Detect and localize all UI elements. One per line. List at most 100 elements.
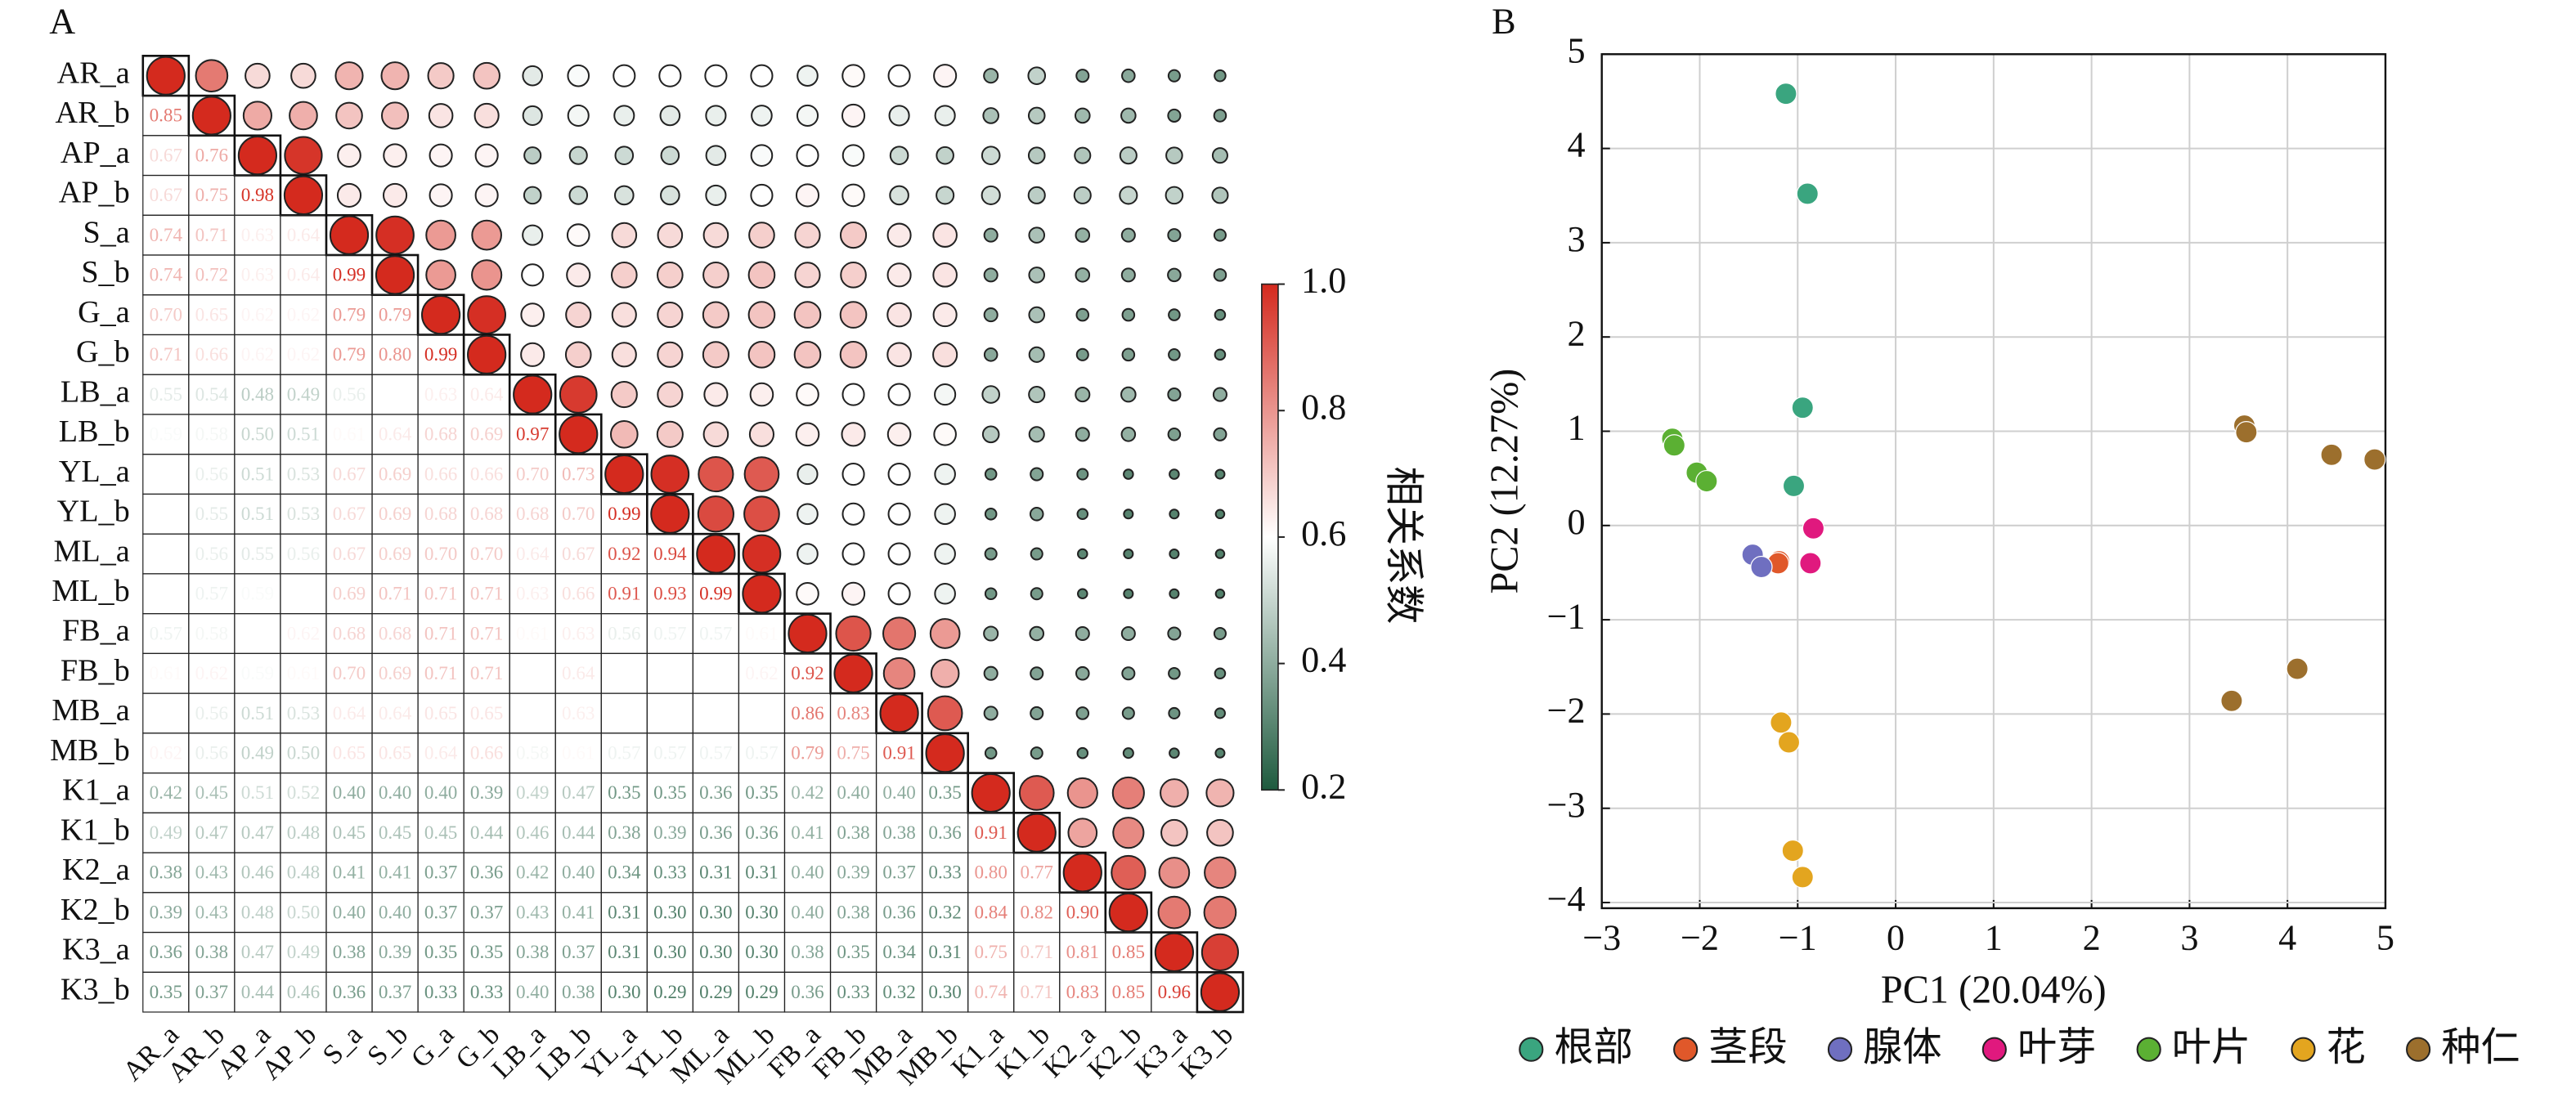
value-label: 0.58 bbox=[195, 423, 228, 445]
correlation-circle bbox=[567, 64, 590, 87]
value-label: 0.49 bbox=[287, 383, 320, 405]
value-label: 0.38 bbox=[791, 941, 824, 962]
value-label: 0.40 bbox=[379, 782, 411, 803]
value-label: 0.82 bbox=[1021, 901, 1053, 922]
value-label: 0.92 bbox=[608, 543, 640, 564]
value-label: 0.43 bbox=[195, 901, 228, 922]
value-label: 0.61 bbox=[333, 423, 366, 445]
correlation-circle bbox=[936, 186, 955, 205]
correlation-circle bbox=[696, 534, 736, 574]
value-label: 0.71 bbox=[1021, 941, 1053, 962]
diagonal-cell bbox=[1196, 970, 1245, 1014]
value-label: 0.57 bbox=[699, 622, 732, 643]
correlation-circle bbox=[748, 421, 775, 447]
value-label: 0.60 bbox=[653, 662, 686, 683]
legend-label: 叶芽 bbox=[2017, 1026, 2096, 1069]
column-label: AP_b bbox=[256, 1019, 322, 1086]
correlation-circle bbox=[983, 267, 999, 283]
correlation-circle bbox=[841, 542, 865, 566]
value-label: 0.63 bbox=[241, 224, 274, 245]
correlation-circle bbox=[1076, 468, 1089, 481]
x-tick-label: 1 bbox=[1985, 917, 2003, 957]
correlation-circle bbox=[981, 425, 1000, 444]
correlation-circle bbox=[794, 262, 821, 289]
row-label: AP_a bbox=[61, 136, 130, 170]
correlation-circle bbox=[656, 420, 684, 448]
value-label: 0.31 bbox=[608, 901, 640, 922]
correlation-circle bbox=[1167, 626, 1182, 641]
value-label: 0.56 bbox=[195, 463, 228, 484]
correlation-circle bbox=[195, 59, 229, 93]
correlation-circle bbox=[796, 383, 819, 406]
correlation-circle bbox=[614, 146, 635, 165]
value-label: 0.62 bbox=[241, 343, 274, 365]
correlation-circle bbox=[887, 502, 911, 526]
value-label: 0.60 bbox=[150, 583, 182, 604]
value-label: 0.38 bbox=[150, 862, 182, 883]
value-label: 0.49 bbox=[241, 742, 274, 764]
value-label: 0.83 bbox=[837, 702, 869, 723]
value-label: 0.56 bbox=[287, 543, 320, 564]
value-label: 0.55 bbox=[150, 383, 182, 405]
value-label: 0.34 bbox=[882, 941, 916, 962]
value-label: 0.40 bbox=[882, 782, 915, 803]
value-label: 0.50 bbox=[287, 901, 320, 922]
correlation-circle bbox=[841, 183, 865, 208]
value-label: 0.55 bbox=[195, 503, 228, 524]
value-label: 0.80 bbox=[974, 862, 1007, 883]
correlation-circle bbox=[1214, 69, 1227, 83]
correlation-circle bbox=[886, 222, 912, 248]
value-label: 0.66 bbox=[195, 343, 228, 365]
value-label: 0.46 bbox=[287, 981, 320, 1002]
value-label: 0.65 bbox=[195, 303, 228, 325]
correlation-circle bbox=[650, 494, 690, 534]
correlation-circle bbox=[1111, 854, 1147, 891]
correlation-circle bbox=[559, 414, 599, 455]
value-label: 0.36 bbox=[150, 941, 182, 962]
data-point bbox=[1775, 83, 1797, 105]
correlation-circle bbox=[1062, 853, 1102, 893]
correlation-circle bbox=[702, 301, 729, 329]
legend-marker bbox=[1981, 1037, 2007, 1062]
correlation-circle bbox=[797, 463, 819, 486]
correlation-circle bbox=[522, 65, 544, 87]
correlation-circle bbox=[1027, 66, 1047, 85]
value-label: 0.64 bbox=[516, 543, 550, 564]
correlation-circle bbox=[929, 618, 961, 649]
correlation-circle bbox=[887, 462, 911, 486]
correlation-circle bbox=[334, 61, 364, 91]
data-point bbox=[2235, 421, 2258, 444]
correlation-circle bbox=[1066, 777, 1098, 809]
correlation-circle bbox=[1075, 69, 1090, 83]
value-label: 0.57 bbox=[608, 742, 640, 764]
legend-marker bbox=[1519, 1037, 1544, 1062]
correlation-circle bbox=[1120, 107, 1137, 124]
correlation-circle bbox=[1169, 588, 1180, 599]
correlation-circle bbox=[747, 261, 776, 289]
value-label: 0.43 bbox=[516, 901, 549, 922]
column-label: K3_b bbox=[1174, 1019, 1239, 1085]
correlation-circle bbox=[611, 302, 637, 328]
value-label: 0.50 bbox=[287, 742, 320, 764]
correlation-circle bbox=[1205, 778, 1235, 808]
row-label: K1_a bbox=[62, 773, 130, 808]
correlation-circle bbox=[1121, 68, 1136, 83]
x-tick-label: −2 bbox=[1681, 917, 1719, 957]
correlation-circle bbox=[971, 773, 1011, 813]
correlation-circle bbox=[613, 64, 636, 87]
correlation-circle bbox=[1169, 747, 1180, 759]
correlation-circle bbox=[1123, 508, 1134, 520]
value-label: 0.40 bbox=[791, 862, 824, 883]
correlation-circle bbox=[1076, 746, 1089, 759]
correlation-circle bbox=[1075, 227, 1091, 243]
correlation-circle bbox=[1167, 228, 1182, 243]
value-label: 0.68 bbox=[424, 423, 457, 445]
value-label: 0.35 bbox=[150, 981, 182, 1002]
correlation-circle bbox=[1074, 146, 1092, 164]
correlation-circle bbox=[1214, 468, 1226, 480]
correlation-circle bbox=[934, 582, 956, 605]
value-label: 0.70 bbox=[150, 303, 182, 325]
correlation-circle bbox=[925, 733, 965, 773]
y-tick-label: −3 bbox=[1547, 785, 1586, 825]
correlation-circle bbox=[1200, 933, 1240, 971]
